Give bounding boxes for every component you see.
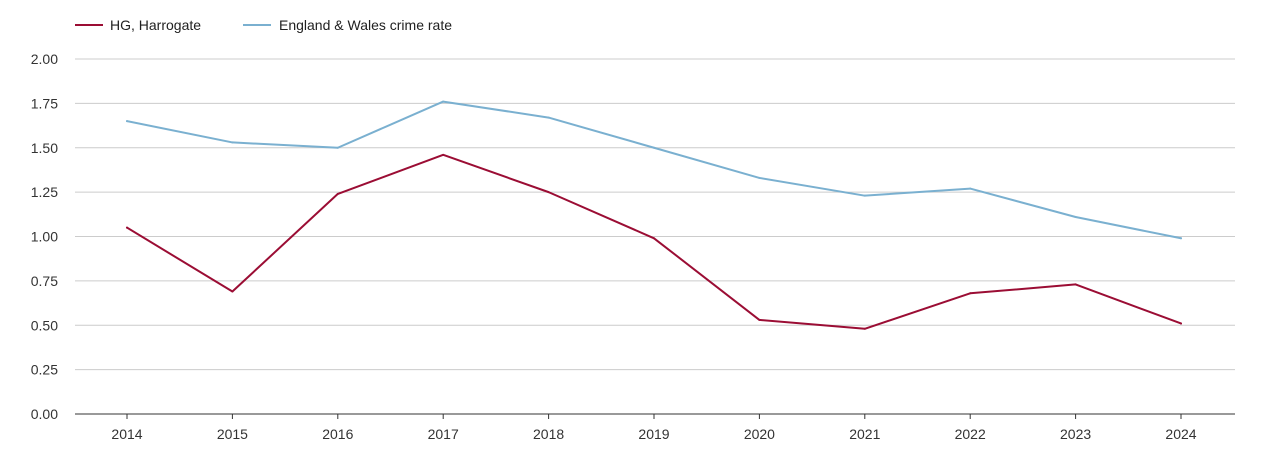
data-point-harrogate[interactable] [1180,322,1182,325]
legend-label-england-wales: England & Wales crime rate [279,17,452,33]
y-tick-label: 0.00 [31,406,58,422]
data-point-england-wales[interactable] [547,116,550,119]
data-point-england-wales[interactable] [1180,237,1182,240]
data-point-england-wales[interactable] [231,141,234,144]
y-tick-label: 0.25 [31,362,58,378]
data-point-harrogate[interactable] [442,153,445,156]
data-point-england-wales[interactable] [1074,215,1077,218]
data-point-harrogate[interactable] [231,290,234,293]
x-tick-label: 2023 [1060,426,1091,442]
x-tick-label: 2017 [428,426,459,442]
data-point-england-wales[interactable] [969,187,972,190]
data-point-england-wales[interactable] [653,146,655,149]
y-tick-label: 1.50 [31,140,58,156]
x-tick-label: 2021 [849,426,880,442]
y-tick-label: 1.75 [31,95,58,111]
plot-series [126,100,1182,330]
y-gridlines [75,58,1235,371]
x-tick-label: 2020 [744,426,775,442]
legend: HG, Harrogate England & Wales crime rate [75,17,452,33]
legend-label-harrogate: HG, Harrogate [110,17,201,33]
data-point-england-wales[interactable] [442,100,445,103]
data-point-harrogate[interactable] [653,237,655,240]
x-tick-label: 2016 [322,426,353,442]
y-axis-ticks: 0.00 0.25 0.50 0.75 1.00 1.25 1.50 1.75 2.00 [31,51,58,422]
x-tick-label: 2018 [533,426,564,442]
series-line-england-wales [126,100,1182,240]
x-tick-label: 2024 [1165,426,1196,442]
y-tick-label: 2.00 [31,51,58,67]
y-tick-label: 1.25 [31,184,58,200]
x-tick-label: 2022 [955,426,986,442]
data-point-harrogate[interactable] [336,192,339,195]
series-line-harrogate [126,153,1182,330]
data-point-harrogate[interactable] [126,226,128,229]
data-point-england-wales[interactable] [336,146,339,149]
y-tick-label: 0.50 [31,317,58,333]
data-point-england-wales[interactable] [126,120,128,123]
x-axis-ticks: 2014 2015 2016 2017 2018 2019 2020 2021 2022 2023… [111,414,1197,442]
data-point-harrogate[interactable] [969,292,972,295]
y-tick-label: 0.75 [31,273,58,289]
data-point-harrogate[interactable] [758,318,761,321]
data-point-harrogate[interactable] [547,191,550,194]
data-point-harrogate[interactable] [1074,283,1077,286]
data-point-england-wales[interactable] [863,194,866,197]
x-tick-label: 2019 [638,426,669,442]
x-tick-label: 2015 [217,426,248,442]
data-point-england-wales[interactable] [758,176,761,179]
x-tick-label: 2014 [111,426,142,442]
legend-item-england-wales[interactable]: England & Wales crime rate [243,17,452,33]
y-tick-label: 1.00 [31,229,58,245]
legend-item-harrogate[interactable]: HG, Harrogate [75,17,201,33]
data-point-harrogate[interactable] [863,327,866,330]
